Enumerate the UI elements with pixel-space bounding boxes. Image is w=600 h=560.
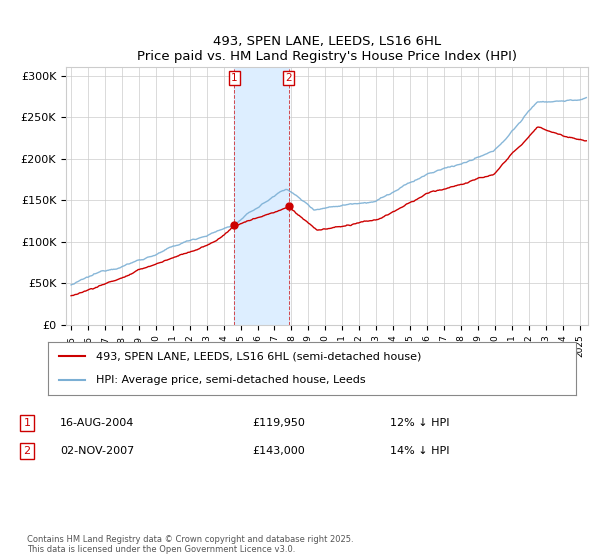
Text: £143,000: £143,000	[252, 446, 305, 456]
Text: 493, SPEN LANE, LEEDS, LS16 6HL (semi-detached house): 493, SPEN LANE, LEEDS, LS16 6HL (semi-de…	[95, 352, 421, 362]
Text: 02-NOV-2007: 02-NOV-2007	[60, 446, 134, 456]
Text: 2: 2	[285, 73, 292, 83]
Text: Contains HM Land Registry data © Crown copyright and database right 2025.
This d: Contains HM Land Registry data © Crown c…	[27, 535, 353, 554]
Title: 493, SPEN LANE, LEEDS, LS16 6HL
Price paid vs. HM Land Registry's House Price In: 493, SPEN LANE, LEEDS, LS16 6HL Price pa…	[137, 35, 517, 63]
Bar	[234, 67, 289, 325]
Text: 16-AUG-2004: 16-AUG-2004	[60, 418, 134, 428]
Text: 2: 2	[23, 446, 31, 456]
Text: 12% ↓ HPI: 12% ↓ HPI	[390, 418, 449, 428]
Text: 1: 1	[23, 418, 31, 428]
Text: 14% ↓ HPI: 14% ↓ HPI	[390, 446, 449, 456]
Text: £119,950: £119,950	[252, 418, 305, 428]
Text: HPI: Average price, semi-detached house, Leeds: HPI: Average price, semi-detached house,…	[95, 375, 365, 385]
Text: 1: 1	[231, 73, 238, 83]
